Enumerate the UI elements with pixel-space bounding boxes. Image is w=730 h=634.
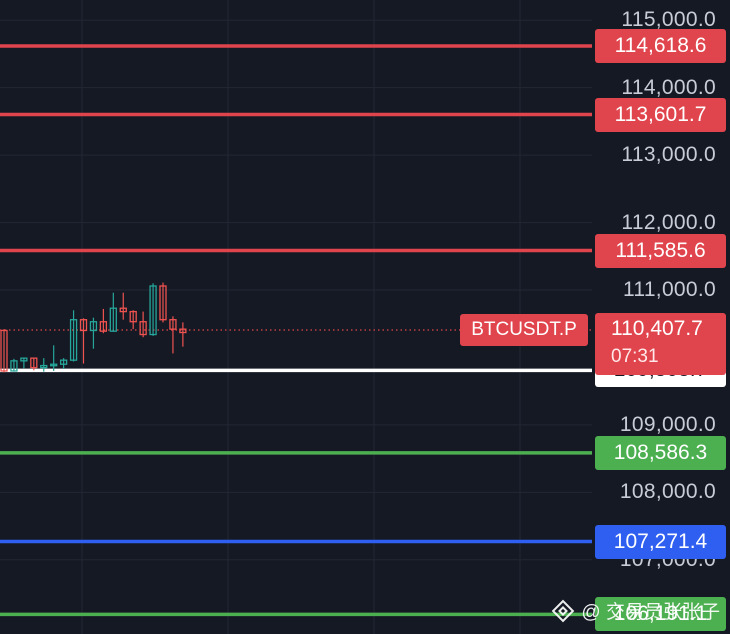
candle-body	[30, 357, 38, 369]
current-price-badge: 110,407.7 07:31	[595, 312, 726, 375]
level-price-badge: 107,271.4	[595, 524, 726, 559]
price-tick-label: 115,000.0	[621, 8, 716, 32]
price-tick-label: 112,000.0	[621, 210, 716, 234]
candle-body	[119, 307, 127, 313]
level-price-badge: 111,585.6	[595, 233, 726, 268]
candle-body	[10, 360, 18, 372]
price-tick-label: 108,000.0	[619, 480, 716, 504]
current-price-label: 110,407.7	[611, 316, 703, 340]
watermark-text: @ 交易员张张子	[581, 602, 720, 623]
candle-body	[69, 319, 78, 361]
watermark: @ 交易员张张子	[551, 597, 720, 624]
candle-body	[79, 319, 88, 332]
level-price-badge: 108,586.3	[595, 435, 726, 470]
candle-body	[129, 310, 137, 323]
candle-body	[50, 363, 58, 367]
candle-body	[59, 359, 68, 365]
candle-body	[0, 329, 8, 372]
candle-body	[179, 328, 187, 334]
candle-body	[159, 285, 167, 321]
binance-square-icon	[552, 599, 575, 622]
level-price-badge: 114,618.6	[595, 28, 726, 63]
candle-body	[149, 285, 157, 336]
candle-body	[99, 321, 108, 332]
level-price-badge: 113,601.7	[595, 97, 726, 132]
candle-body	[40, 364, 48, 369]
candle-body	[89, 321, 98, 332]
price-tick-label: 109,000.0	[619, 412, 716, 436]
symbol-badge: BTCUSDT.P	[460, 313, 588, 346]
candle-body	[20, 357, 28, 362]
candle-body	[139, 321, 147, 336]
price-tick-label: 113,000.0	[621, 143, 716, 167]
price-tick-label: 114,000.0	[621, 75, 716, 99]
candle-body	[169, 319, 177, 330]
level-price-badge: 106,191.1	[595, 597, 726, 632]
candle-countdown: 07:31	[611, 345, 659, 367]
candle-body	[109, 307, 117, 332]
price-tick-label: 111,000.0	[622, 278, 716, 302]
